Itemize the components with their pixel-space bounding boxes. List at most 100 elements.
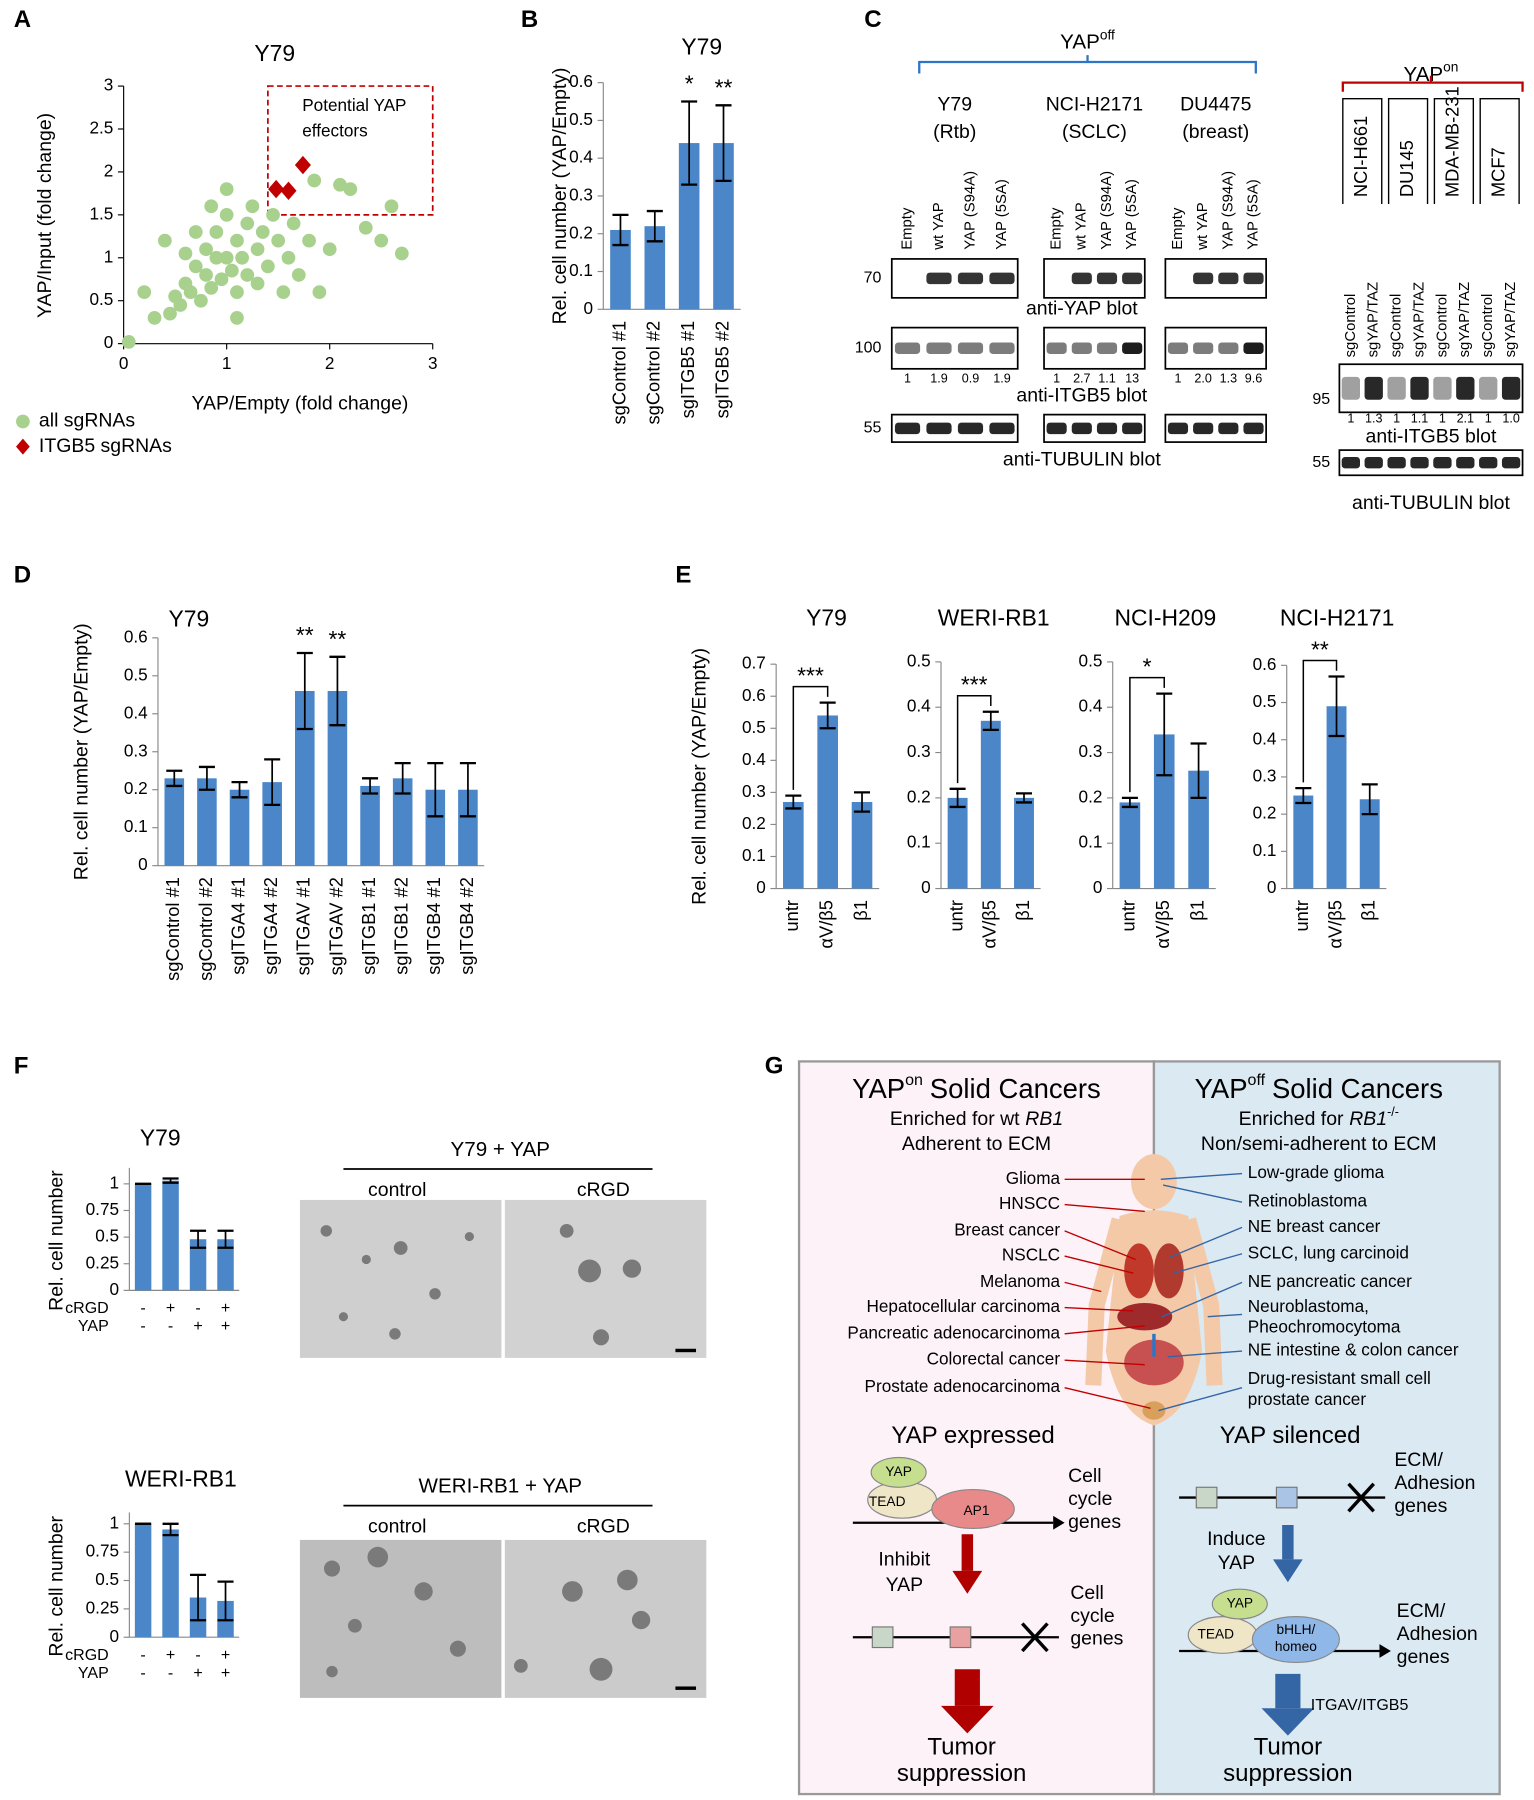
- cluster: [514, 1658, 528, 1673]
- x-tick-label: sgITGAV #1: [293, 877, 314, 975]
- chart-title: WERI-RB1: [938, 605, 1050, 631]
- micrograph-label: cRGD: [577, 1515, 630, 1537]
- cancer-label: Colorectal cancer: [927, 1349, 1061, 1369]
- bar: [783, 802, 804, 889]
- bar: [610, 229, 631, 310]
- blot-frame: [890, 413, 1019, 443]
- arrowhead: [1272, 1559, 1303, 1583]
- diagram-text: bHLH/: [1276, 1622, 1315, 1637]
- bar: [425, 789, 446, 866]
- protein: YAP: [885, 1464, 911, 1479]
- y-axis-label: Rel. cell number (YAP/Empty): [71, 623, 93, 880]
- point: [204, 280, 219, 295]
- quantification: 1: [1485, 412, 1492, 426]
- band: [1122, 342, 1143, 354]
- site: [1195, 1486, 1218, 1509]
- bar: [851, 802, 873, 889]
- yap: [870, 1456, 927, 1488]
- y-tick-label: 0.2: [124, 778, 148, 798]
- micrograph-title: WERI-RB1 + YAP: [419, 1475, 582, 1498]
- cancer-label: Drug-resistant small cell: [1248, 1368, 1431, 1388]
- quantification: 1.3: [1365, 412, 1383, 426]
- cluster: [562, 1581, 583, 1602]
- band: [1479, 376, 1498, 400]
- y-tick-label: 0.1: [1253, 840, 1277, 860]
- y-tick-label: 0.2: [907, 786, 931, 806]
- band: [1341, 376, 1360, 400]
- y-tick-label: 0.25: [86, 1252, 119, 1272]
- significance-bracket: [956, 694, 992, 784]
- blot-frame: [1338, 449, 1524, 477]
- diagram-text: homeo: [1275, 1639, 1317, 1654]
- blot-label: anti-YAP blot: [1026, 297, 1138, 319]
- y-tick-label: 0: [756, 877, 766, 897]
- chart-title: Y79: [681, 33, 722, 59]
- condition-value: +: [221, 1664, 230, 1682]
- diagram-text: suppression: [1223, 1760, 1353, 1787]
- x-tick-label: sgControl #2: [643, 321, 664, 425]
- quantification: 1.9: [993, 371, 1011, 385]
- cancer-label: Retinoblastoma: [1248, 1191, 1368, 1211]
- y-tick-label: 0.1: [1079, 832, 1103, 852]
- bar: [217, 1239, 234, 1291]
- x-tick-label: untr: [945, 900, 966, 932]
- state: YAP silenced: [1220, 1422, 1361, 1449]
- x-tick-label: sgControl #1: [608, 321, 629, 425]
- band: [1456, 456, 1475, 469]
- y-tick-label: 0.5: [569, 109, 593, 129]
- pointer: [1064, 1255, 1134, 1274]
- x-tick-label: β1: [850, 900, 871, 921]
- arm: [1085, 1217, 1128, 1386]
- site: [1275, 1486, 1298, 1509]
- group-frame: [1433, 97, 1475, 204]
- x-tick-label: 0: [119, 353, 129, 373]
- cluster: [578, 1259, 602, 1283]
- rich-text: Enriched for RB1-/-: [1239, 1105, 1399, 1130]
- band: [1341, 456, 1360, 469]
- cofactor: [1251, 1616, 1340, 1663]
- diagram-text: Tumor: [927, 1734, 996, 1761]
- quantification: 2.1: [1457, 412, 1475, 426]
- x-tick-label: sgITGAV #2: [325, 877, 346, 975]
- blot-frame: [1164, 258, 1267, 299]
- y-tick-label: 0.2: [569, 222, 593, 242]
- diagram-text: Induce: [1207, 1528, 1265, 1550]
- bar: [229, 789, 250, 866]
- y-tick-label: 3: [104, 75, 114, 95]
- lane-label: Empty: [899, 207, 915, 250]
- point: [281, 250, 296, 265]
- rich-text: YAPoff: [1060, 27, 1115, 54]
- y-tick-label: 0.3: [1253, 765, 1277, 785]
- right-box: [1152, 1060, 1501, 1796]
- cancer-label: Melanoma: [980, 1271, 1061, 1291]
- band: [1243, 422, 1264, 435]
- lane-label: YAP (5SA): [994, 179, 1010, 250]
- diagram-text: Adhesion: [1397, 1623, 1478, 1645]
- point: [268, 179, 285, 199]
- point: [183, 285, 198, 299]
- quantification: 1: [1439, 412, 1446, 426]
- lane-label: Empty: [1049, 207, 1065, 250]
- arrowhead: [1053, 1515, 1065, 1530]
- x-tick-label: sgITGA4 #2: [260, 877, 281, 975]
- bar: [197, 778, 217, 866]
- band: [1364, 456, 1383, 469]
- condition-value: -: [140, 1646, 145, 1664]
- point: [374, 233, 389, 248]
- organ: [1117, 1302, 1173, 1331]
- diagram-text: Inhibit: [878, 1549, 931, 1571]
- text-part: RB1: [1349, 1108, 1387, 1130]
- y-tick-label: 0.5: [89, 289, 113, 309]
- x-tick-label: αV/β5: [1152, 900, 1173, 949]
- band: [1193, 272, 1214, 285]
- condition-value: -: [140, 1299, 145, 1317]
- quantification: 2.7: [1073, 371, 1091, 385]
- y-tick-label: 0.2: [742, 813, 766, 833]
- bar: [295, 691, 315, 866]
- y-tick-label: 1: [104, 246, 114, 266]
- blot-frame: [1164, 413, 1267, 443]
- cancer-label: Pheochromocytoma: [1248, 1317, 1401, 1337]
- blot-frame: [1043, 326, 1146, 370]
- chart-title: Y79: [806, 605, 847, 631]
- bar: [189, 1239, 207, 1291]
